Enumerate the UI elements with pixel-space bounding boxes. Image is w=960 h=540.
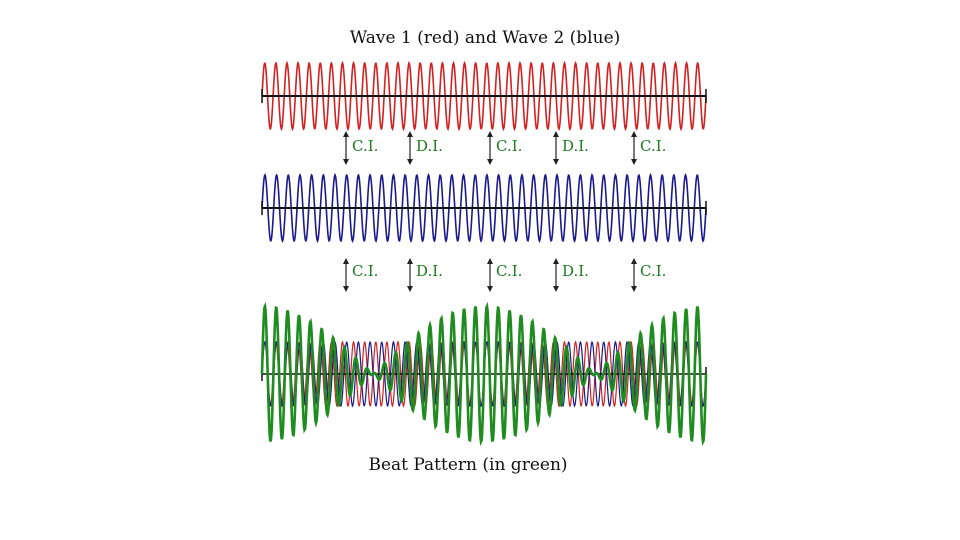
interference-marker: C.I. — [343, 258, 378, 292]
marker-arrow-down-icon — [487, 159, 493, 165]
interference-label: D.I. — [562, 137, 589, 155]
marker-arrow-down-icon — [487, 286, 493, 292]
interference-marker: C.I. — [487, 258, 522, 292]
interference-label: D.I. — [562, 262, 589, 280]
marker-arrow-down-icon — [631, 286, 637, 292]
wave2-panel — [261, 172, 707, 244]
marker-arrow-down-icon — [631, 159, 637, 165]
beat-pattern-curve — [260, 301, 708, 447]
interference-label: C.I. — [640, 262, 666, 280]
marker-arrow-up-icon — [343, 258, 349, 264]
marker-arrow-up-icon — [487, 258, 493, 264]
interference-label: C.I. — [640, 137, 666, 155]
marker-arrow-down-icon — [553, 159, 559, 165]
interference-marker: C.I. — [343, 131, 378, 165]
wave1-panel — [261, 60, 707, 132]
beat-panel — [260, 301, 708, 447]
marker-arrow-down-icon — [407, 286, 413, 292]
diagram-title: Wave 1 (red) and Wave 2 (blue) — [350, 28, 621, 48]
interference-marker: D.I. — [407, 258, 443, 292]
beat-caption: Beat Pattern (in green) — [368, 455, 567, 475]
interference-marker: C.I. — [487, 131, 522, 165]
interference-label: C.I. — [352, 262, 378, 280]
marker-arrow-down-icon — [553, 286, 559, 292]
interference-marker: D.I. — [407, 131, 443, 165]
interference-label: D.I. — [416, 137, 443, 155]
interference-label: C.I. — [496, 137, 522, 155]
interference-label: C.I. — [496, 262, 522, 280]
interference-marker: C.I. — [631, 258, 666, 292]
marker-arrow-up-icon — [553, 258, 559, 264]
marker-arrow-up-icon — [487, 131, 493, 137]
interference-marker: D.I. — [553, 258, 589, 292]
marker-arrow-up-icon — [631, 258, 637, 264]
marker-arrow-down-icon — [343, 286, 349, 292]
marker-arrow-down-icon — [343, 159, 349, 165]
interference-row-1: C.I. D.I. C.I. D.I. C.I. — [343, 131, 666, 165]
marker-arrow-up-icon — [631, 131, 637, 137]
marker-arrow-down-icon — [407, 159, 413, 165]
marker-arrow-up-icon — [343, 131, 349, 137]
interference-label: D.I. — [416, 262, 443, 280]
interference-marker: D.I. — [553, 131, 589, 165]
interference-label: C.I. — [352, 137, 378, 155]
marker-arrow-up-icon — [407, 131, 413, 137]
marker-arrow-up-icon — [553, 131, 559, 137]
interference-row-2: C.I. D.I. C.I. D.I. C.I. — [343, 258, 666, 292]
interference-marker: C.I. — [631, 131, 666, 165]
marker-arrow-up-icon — [407, 258, 413, 264]
